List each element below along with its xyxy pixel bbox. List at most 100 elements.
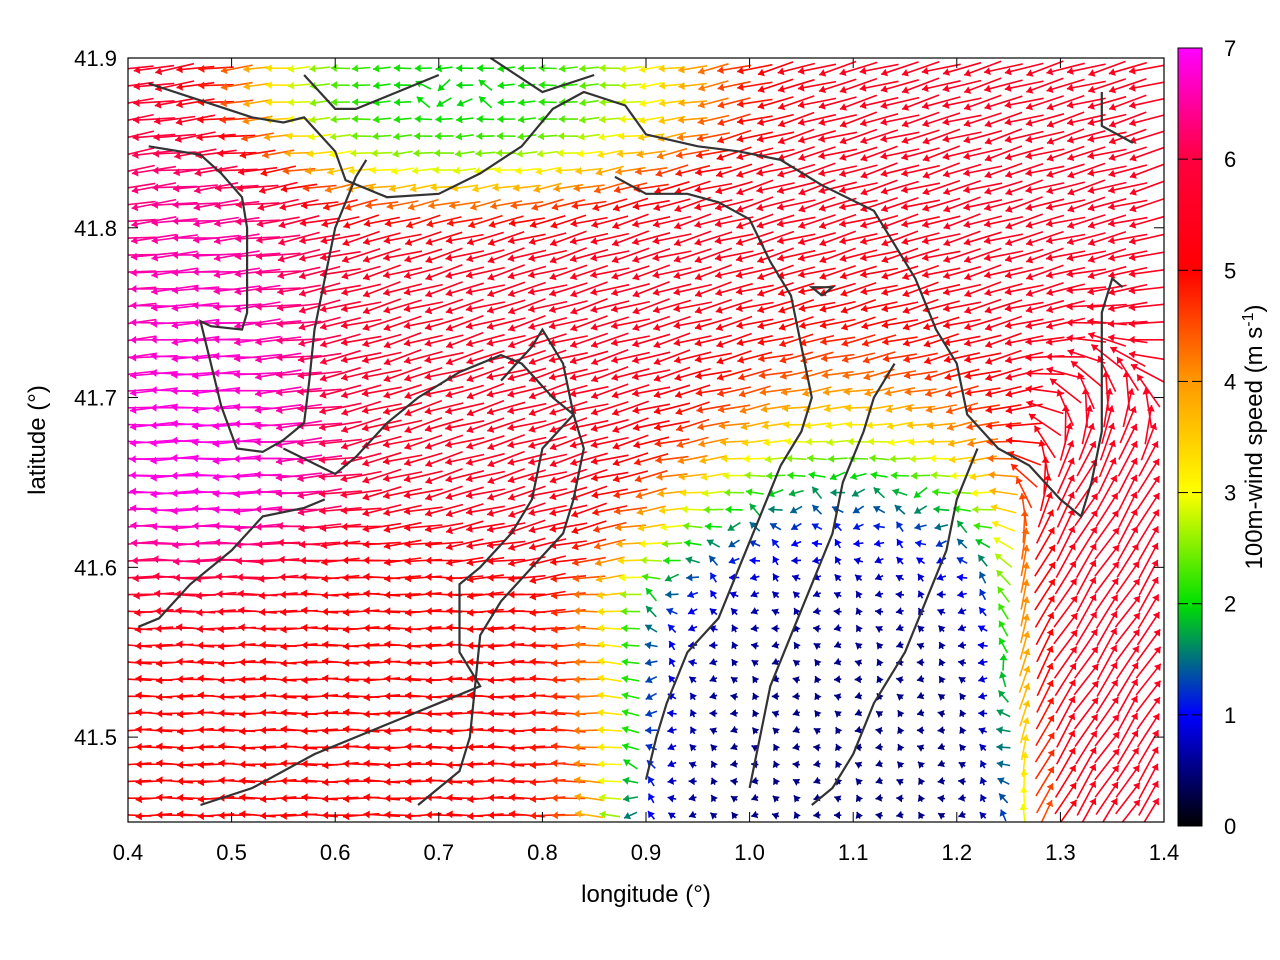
wind-arrow [921, 80, 961, 93]
wind-arrow [710, 760, 718, 769]
wind-arrow [653, 198, 691, 212]
wind-arrow [750, 624, 759, 633]
wind-arrow [689, 709, 697, 718]
wind-arrow [404, 231, 442, 246]
wind-arrow [999, 809, 1007, 822]
wind-arrow [855, 811, 863, 819]
wind-arrow [301, 710, 338, 719]
contour-line [137, 498, 326, 628]
wind-arrow [382, 437, 423, 449]
wind-arrow [1046, 283, 1085, 297]
wind-arrow [740, 420, 770, 431]
wind-arrow [1059, 799, 1078, 822]
wind-arrow [243, 98, 272, 108]
wind-arrow [487, 692, 525, 701]
wind-arrow [1025, 165, 1065, 177]
wind-arrow [984, 111, 1023, 128]
wind-arrow [717, 97, 751, 109]
wind-arrow [287, 64, 311, 73]
wind-arrow [365, 201, 399, 210]
wind-arrow [916, 674, 925, 683]
wind-arrow [528, 453, 568, 466]
wind-arrow [322, 691, 359, 700]
wind-arrow [698, 80, 729, 92]
wind-arrow [636, 505, 666, 516]
wind-arrow [731, 658, 739, 667]
wind-arrow [529, 625, 566, 633]
wind-arrow [362, 232, 401, 246]
wind-arrow [798, 301, 836, 313]
wind-arrow [610, 335, 650, 347]
wind-arrow [301, 623, 339, 632]
wind-arrow [635, 487, 667, 500]
wind-arrow [128, 779, 152, 783]
wind-arrow [921, 233, 961, 245]
wind-arrow [696, 404, 731, 414]
wind-arrow [1087, 78, 1127, 94]
wind-arrow [409, 183, 437, 193]
wind-arrow [592, 505, 628, 516]
wind-arrow [1019, 630, 1031, 660]
colorbar-tick-label: 7 [1224, 36, 1236, 61]
wind-arrow [382, 419, 423, 432]
wind-arrow [673, 283, 712, 296]
wind-arrow [611, 384, 650, 399]
wind-arrow [1035, 509, 1054, 544]
wind-arrow [698, 437, 729, 448]
wind-arrow [1142, 387, 1153, 428]
wind-arrow [393, 81, 412, 90]
wind-arrow [487, 659, 525, 668]
wind-arrow [456, 64, 474, 73]
wind-arrow [818, 165, 858, 177]
wind-arrow [435, 115, 453, 124]
wind-arrow [570, 216, 608, 228]
wind-arrow [1098, 439, 1116, 478]
wind-arrow [682, 522, 703, 531]
wind-arrow [362, 333, 402, 348]
wind-arrow [446, 590, 484, 599]
wind-arrow [834, 538, 842, 549]
wind-arrow [1117, 508, 1138, 545]
wind-arrow [128, 661, 152, 665]
wind-arrow [578, 132, 600, 141]
wind-arrow [984, 128, 1023, 145]
wind-arrow [1117, 678, 1139, 715]
wind-arrow [1088, 60, 1126, 77]
wind-arrow [916, 708, 925, 717]
wind-arrow [1005, 230, 1044, 247]
wind-arrow [446, 640, 483, 649]
wind-arrow [688, 676, 697, 684]
wind-arrow [403, 506, 443, 516]
wind-arrow [910, 471, 931, 480]
wind-arrow [363, 693, 401, 702]
wind-arrow [597, 708, 623, 717]
wind-arrow [445, 298, 484, 315]
wind-arrow [1054, 782, 1077, 815]
wind-arrow [218, 776, 256, 785]
wind-arrow [812, 556, 822, 565]
wind-arrow [835, 726, 843, 735]
terrain-contours [137, 58, 1134, 807]
wind-arrow [645, 587, 658, 602]
wind-arrow [151, 183, 198, 192]
wind-arrow [895, 607, 904, 615]
wind-arrow [425, 467, 463, 485]
wind-arrow [709, 641, 718, 650]
wind-arrow [728, 539, 740, 548]
wind-arrow [278, 215, 320, 229]
wind-arrow [1074, 628, 1098, 663]
wind-arrow [1108, 266, 1148, 279]
wind-arrow [639, 82, 664, 91]
wind-arrow [807, 454, 827, 463]
wind-arrow [751, 675, 760, 684]
wind-arrow [238, 640, 277, 649]
wind-arrow [319, 349, 361, 365]
wind-arrow [880, 96, 920, 110]
wind-arrow [819, 318, 856, 329]
wind-arrow [715, 315, 753, 331]
wind-arrow [673, 248, 712, 263]
wind-arrow [1137, 729, 1160, 765]
wind-arrow [715, 299, 753, 314]
wind-arrow [937, 776, 946, 785]
wind-arrow [570, 297, 608, 315]
